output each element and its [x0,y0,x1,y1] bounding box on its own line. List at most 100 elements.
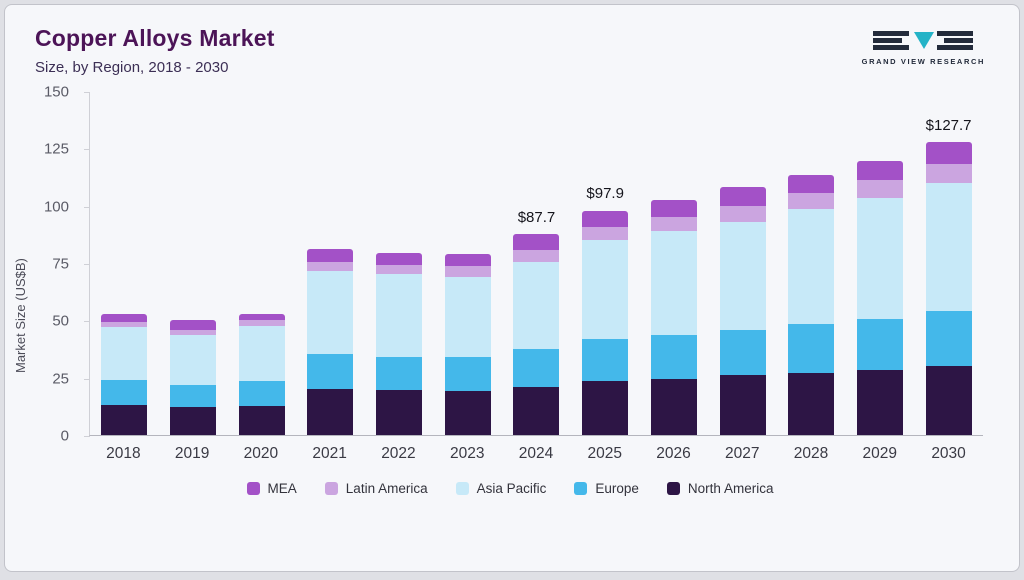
bar-segment-mea [925,142,972,165]
y-tick-label: 25 [52,370,69,388]
y-tick-mark [84,436,90,437]
y-tick-label: 50 [52,312,69,330]
bar-segment-asia-pacific [444,276,491,358]
bar-segment-europe [376,357,423,391]
bar-segment-europe [582,338,629,382]
bar-segment-asia-pacific [925,182,972,312]
bar-segment-latin-america [444,266,491,277]
bar-segment-north-america [650,378,697,435]
bar-2025: $97.9 [582,92,629,435]
bar-segment-north-america [856,369,903,435]
x-tick-label: 2028 [793,445,829,462]
bar-segment-mea [788,174,835,194]
bar-segment-north-america [788,373,835,435]
chart-legend: MEA Latin America Asia Pacific Europe North … [31,481,989,496]
bar-segment-north-america [582,381,629,435]
bar-segment-latin-america [307,261,354,272]
page-subtitle: Size, by Region, 2018 - 2030 [35,59,229,76]
bar-2018 [101,92,148,435]
legend-item-north-america: North America [666,481,774,496]
bar-segment-europe [650,335,697,379]
y-tick-label: 150 [43,83,69,101]
legend-marker [455,482,469,495]
bar-segment-europe [170,384,217,408]
bar-segment-mea [444,253,491,267]
bar-segment-latin-america [925,164,972,183]
legend-marker [324,482,338,495]
bar-segment-mea [170,320,217,330]
bar-segment-latin-america [788,193,835,210]
x-tick-label: 2020 [243,445,279,462]
y-tick-mark [84,92,90,93]
bar-segment-mea [376,252,423,266]
bar-segment-europe [238,381,285,407]
y-axis-label: Market Size (US$B) [13,258,28,374]
y-tick-mark [84,264,90,265]
bar-segment-asia-pacific [856,197,903,320]
bar-segment-europe [719,329,766,376]
y-tick-label: 75 [52,255,69,273]
bar-segment-mea [650,199,697,218]
bar-segment-mea [101,313,148,322]
legend-label: Asia Pacific [476,481,547,496]
bar-segment-europe [444,357,491,392]
legend-label: Latin America [345,481,428,496]
x-tick-label: 2023 [449,445,485,462]
x-axis: 2018 2019 2020 2021 2022 2023 2024 2025 2026 2027… [89,445,983,463]
bar-segment-asia-pacific [307,271,354,354]
x-tick-label: 2025 [587,445,622,462]
bar-2023 [444,92,491,435]
x-tick-label: 2030 [931,445,966,462]
bar-segment-asia-pacific [238,326,285,382]
x-tick-label: 2027 [725,445,760,462]
bar-segment-latin-america [376,265,423,275]
bar-segment-north-america [925,366,972,435]
bar-segment-europe [513,349,560,387]
legend-item-europe: Europe [574,481,639,496]
y-tick-mark [84,378,90,380]
bar-segment-north-america [307,389,354,435]
x-tick-label: 2029 [862,445,898,462]
legend-marker [246,482,260,495]
bar-segment-latin-america [101,321,148,328]
bar-segment-north-america [101,405,148,435]
legend-label: MEA [267,481,297,496]
x-axis-labels: 2018 2019 2020 2021 2022 2023 2024 2025 2026 2027… [89,445,983,463]
x-tick-label: 2021 [312,445,347,462]
stacked-bar-chart: Market Size (US$B) 0 25 50 75 100 125 150 $87.… [5,76,1019,496]
bar-segment-europe [788,323,835,374]
bar-2024: $87.7 [513,92,560,435]
bar-segment-latin-america [582,227,629,241]
x-tick-label: 2022 [381,445,416,462]
bar-segment-latin-america [719,205,766,222]
x-tick-label: 2018 [106,445,141,462]
header: Copper Alloys Market Size, by Region, 20… [5,5,1019,76]
y-tick-label: 125 [43,140,69,158]
plot-area: $87.7 $97.9 $127.7 [84,92,983,437]
legend-item-latin-america: Latin America [324,481,428,496]
bar-segment-asia-pacific [650,230,697,336]
bar-segment-mea [582,210,629,228]
bar-2019 [170,92,217,435]
bar-segment-latin-america [513,250,560,262]
bar-segment-north-america [170,407,217,435]
bar-segment-asia-pacific [376,274,423,358]
bar-2029 [856,92,903,435]
legend-label: North America [687,481,774,496]
bar-segment-asia-pacific [788,209,835,324]
bar-segment-mea [238,313,285,321]
y-tick-label: 100 [43,198,69,216]
bar-segment-europe [856,319,903,370]
value-annotation: $97.9 [586,185,624,203]
x-tick-label: 2019 [174,445,210,462]
bar-segment-asia-pacific [719,221,766,330]
bar-2028 [788,92,835,435]
bar-segment-mea [719,187,766,206]
bar-segment-latin-america [238,320,285,327]
bar-2022 [376,92,423,435]
x-tick-label: 2024 [518,445,554,462]
x-tick-label: 2026 [656,445,691,462]
legend-marker [574,482,588,495]
gvr-logo-icon [873,31,974,50]
bar-segment-mea [856,160,903,181]
